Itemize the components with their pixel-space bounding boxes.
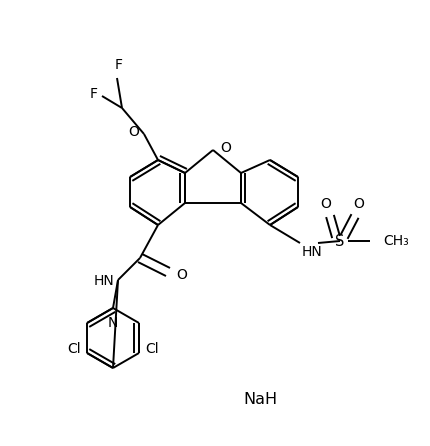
Text: F: F: [115, 58, 123, 72]
Text: HN: HN: [301, 245, 322, 259]
Text: O: O: [128, 125, 139, 139]
Text: HN: HN: [93, 274, 114, 288]
Text: S: S: [335, 234, 344, 248]
Text: O: O: [320, 197, 331, 211]
Text: N: N: [108, 316, 118, 330]
Text: F: F: [90, 87, 98, 101]
Text: CH₃: CH₃: [382, 234, 408, 248]
Text: NaH: NaH: [243, 392, 276, 408]
Text: O: O: [175, 268, 187, 282]
Text: Cl: Cl: [67, 342, 81, 356]
Text: Cl: Cl: [144, 342, 158, 356]
Text: O: O: [219, 141, 230, 155]
Text: O: O: [353, 197, 364, 211]
